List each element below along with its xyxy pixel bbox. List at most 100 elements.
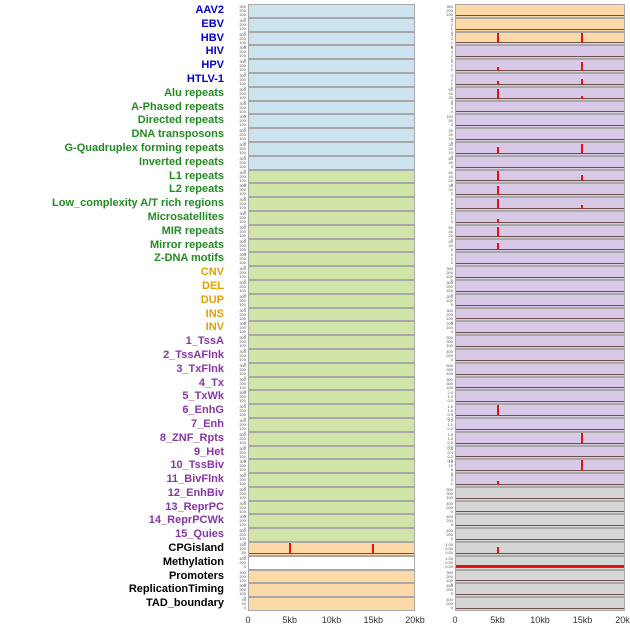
row-label: TAD_boundary: [145, 597, 224, 610]
y-tick-label: 200: [239, 504, 246, 510]
signal-spike: [581, 433, 583, 444]
panel-gap: [415, 390, 429, 404]
y-tick-label: 200: [239, 242, 246, 248]
y-tick-label: 0: [450, 67, 453, 73]
right-track-panel: [455, 348, 625, 363]
y-tick-label: 6: [450, 201, 453, 207]
y-tick-label: 0: [450, 301, 453, 307]
left-track-panel: [248, 59, 415, 73]
right-track-panel: [455, 335, 625, 349]
y-tick-label: 300: [239, 238, 246, 244]
y-tick-label: 100: [239, 398, 246, 404]
y-tick-label: 0: [450, 43, 453, 49]
left-track-panel: [248, 128, 415, 142]
left-track-panel: [248, 155, 415, 170]
y-tick-label: 200: [239, 297, 246, 303]
y-tick-label: 4: [450, 205, 453, 211]
left-y-axis-ticks: 300 200 100 0: [228, 363, 248, 379]
right-y-axis-ticks: 1.5 1.0 0.5 0.0: [429, 404, 455, 421]
signal-spike: [497, 480, 499, 485]
y-tick-label: 1: [450, 481, 453, 487]
panel-gap: [415, 556, 429, 570]
y-tick-label: 300: [446, 569, 453, 575]
signal-baseline: [456, 580, 624, 582]
row-label: CPGisland: [168, 542, 224, 555]
y-tick-label: 300: [239, 183, 246, 189]
signal-baseline: [456, 194, 624, 196]
right-track-panel: [455, 542, 625, 556]
left-y-axis-ticks: 300 200 100 0: [228, 18, 248, 34]
right-track-panel: [455, 362, 625, 377]
y-tick-label: 100: [239, 329, 246, 335]
y-tick-label: 0: [243, 195, 246, 201]
y-tick-label: 3: [450, 72, 453, 78]
y-tick-label: 0: [450, 98, 453, 104]
track-row: Low_complexity A/T rich regions 300 200 100…: [0, 197, 630, 215]
y-tick-label: 200: [239, 325, 246, 331]
y-tick-label: 1.00: [445, 542, 453, 548]
y-tick-label: 200: [239, 421, 246, 427]
y-tick-label: 300: [239, 404, 246, 410]
right-y-axis-ticks: 200 100 0: [429, 294, 455, 308]
right-y-axis-ticks: 300 200 100 0: [429, 308, 455, 324]
signal-spike: [581, 175, 583, 182]
row-label: 11_BivFlnk: [166, 473, 224, 486]
y-tick-label: 0.6: [447, 445, 453, 451]
signal-baseline: [456, 207, 624, 209]
y-tick-label: 0: [243, 554, 246, 560]
left-y-axis-ticks: 300 200 100 0: [228, 170, 248, 186]
y-tick-label: 0: [243, 457, 246, 463]
track-row: Microsatellites 300 200 100 0 2 1 0: [0, 210, 630, 227]
left-y-axis-ticks: 300 200 100 0: [228, 280, 248, 296]
y-tick-label: 0.5: [447, 412, 453, 418]
row-label: Z-DNA motifs: [154, 252, 224, 265]
x-tick-label: 20kb: [405, 615, 425, 626]
x-tick-label: 0: [245, 615, 251, 626]
right-track-panel: [455, 238, 625, 253]
track-row: Alu repeats 300 200 100 0 60 40 20 0: [0, 86, 630, 104]
panel-gap: [415, 252, 429, 266]
y-tick-label: 200: [239, 449, 246, 455]
y-tick-label: 100: [239, 546, 246, 552]
y-tick-label: 1: [450, 39, 453, 45]
y-tick-label: 0: [243, 209, 246, 215]
track-row: CNV 300 200 100 0 300 200 100 0: [0, 266, 630, 283]
track-row: 3_TxFlnk 300 200 100 0 500 300 100: [0, 362, 630, 379]
left-y-axis-ticks: 300 200 100 0: [228, 252, 248, 269]
y-tick-label: 0: [243, 512, 246, 518]
y-tick-label: 0: [243, 98, 246, 104]
y-tick-label: 100: [446, 370, 453, 376]
panel-gap: [415, 473, 429, 487]
y-tick-label: 300: [239, 307, 246, 313]
signal-baseline: [456, 221, 624, 223]
panel-gap: [415, 101, 429, 115]
y-tick-label: 5: [450, 473, 453, 479]
y-tick-label: 300: [446, 339, 453, 345]
y-tick-label: 100: [239, 453, 246, 459]
y-tick-label: 0: [243, 443, 246, 449]
panel-gap: [415, 418, 429, 432]
row-label: MIR repeats: [161, 224, 224, 237]
left-y-axis-ticks: 150 100 50 0: [228, 542, 248, 560]
left-track-panel: [248, 17, 415, 32]
right-y-axis-ticks: 400 200 0: [429, 583, 455, 597]
y-tick-label: 200: [446, 587, 453, 593]
y-tick-label: 200: [239, 228, 246, 234]
left-track-panel: [248, 362, 415, 377]
left-y-axis-ticks: 300 200 100 0: [228, 583, 248, 600]
y-tick-label: 60: [448, 86, 453, 92]
y-tick-label: 40: [448, 159, 453, 165]
row-label: INS: [205, 307, 224, 320]
row-label: HTLV-1: [186, 72, 224, 85]
panel-gap: [415, 404, 429, 418]
panel-gap: [415, 18, 429, 32]
right-track-panel: [455, 431, 625, 446]
track-row: Mirror repeats 300 200 100 0 40 20 0: [0, 238, 630, 255]
track-row: TAD_boundary 40 20 0 400 200 0: [0, 597, 630, 612]
y-tick-label: 0: [450, 16, 453, 21]
y-tick-label: 50: [448, 118, 453, 124]
y-tick-label: 200: [239, 587, 246, 593]
